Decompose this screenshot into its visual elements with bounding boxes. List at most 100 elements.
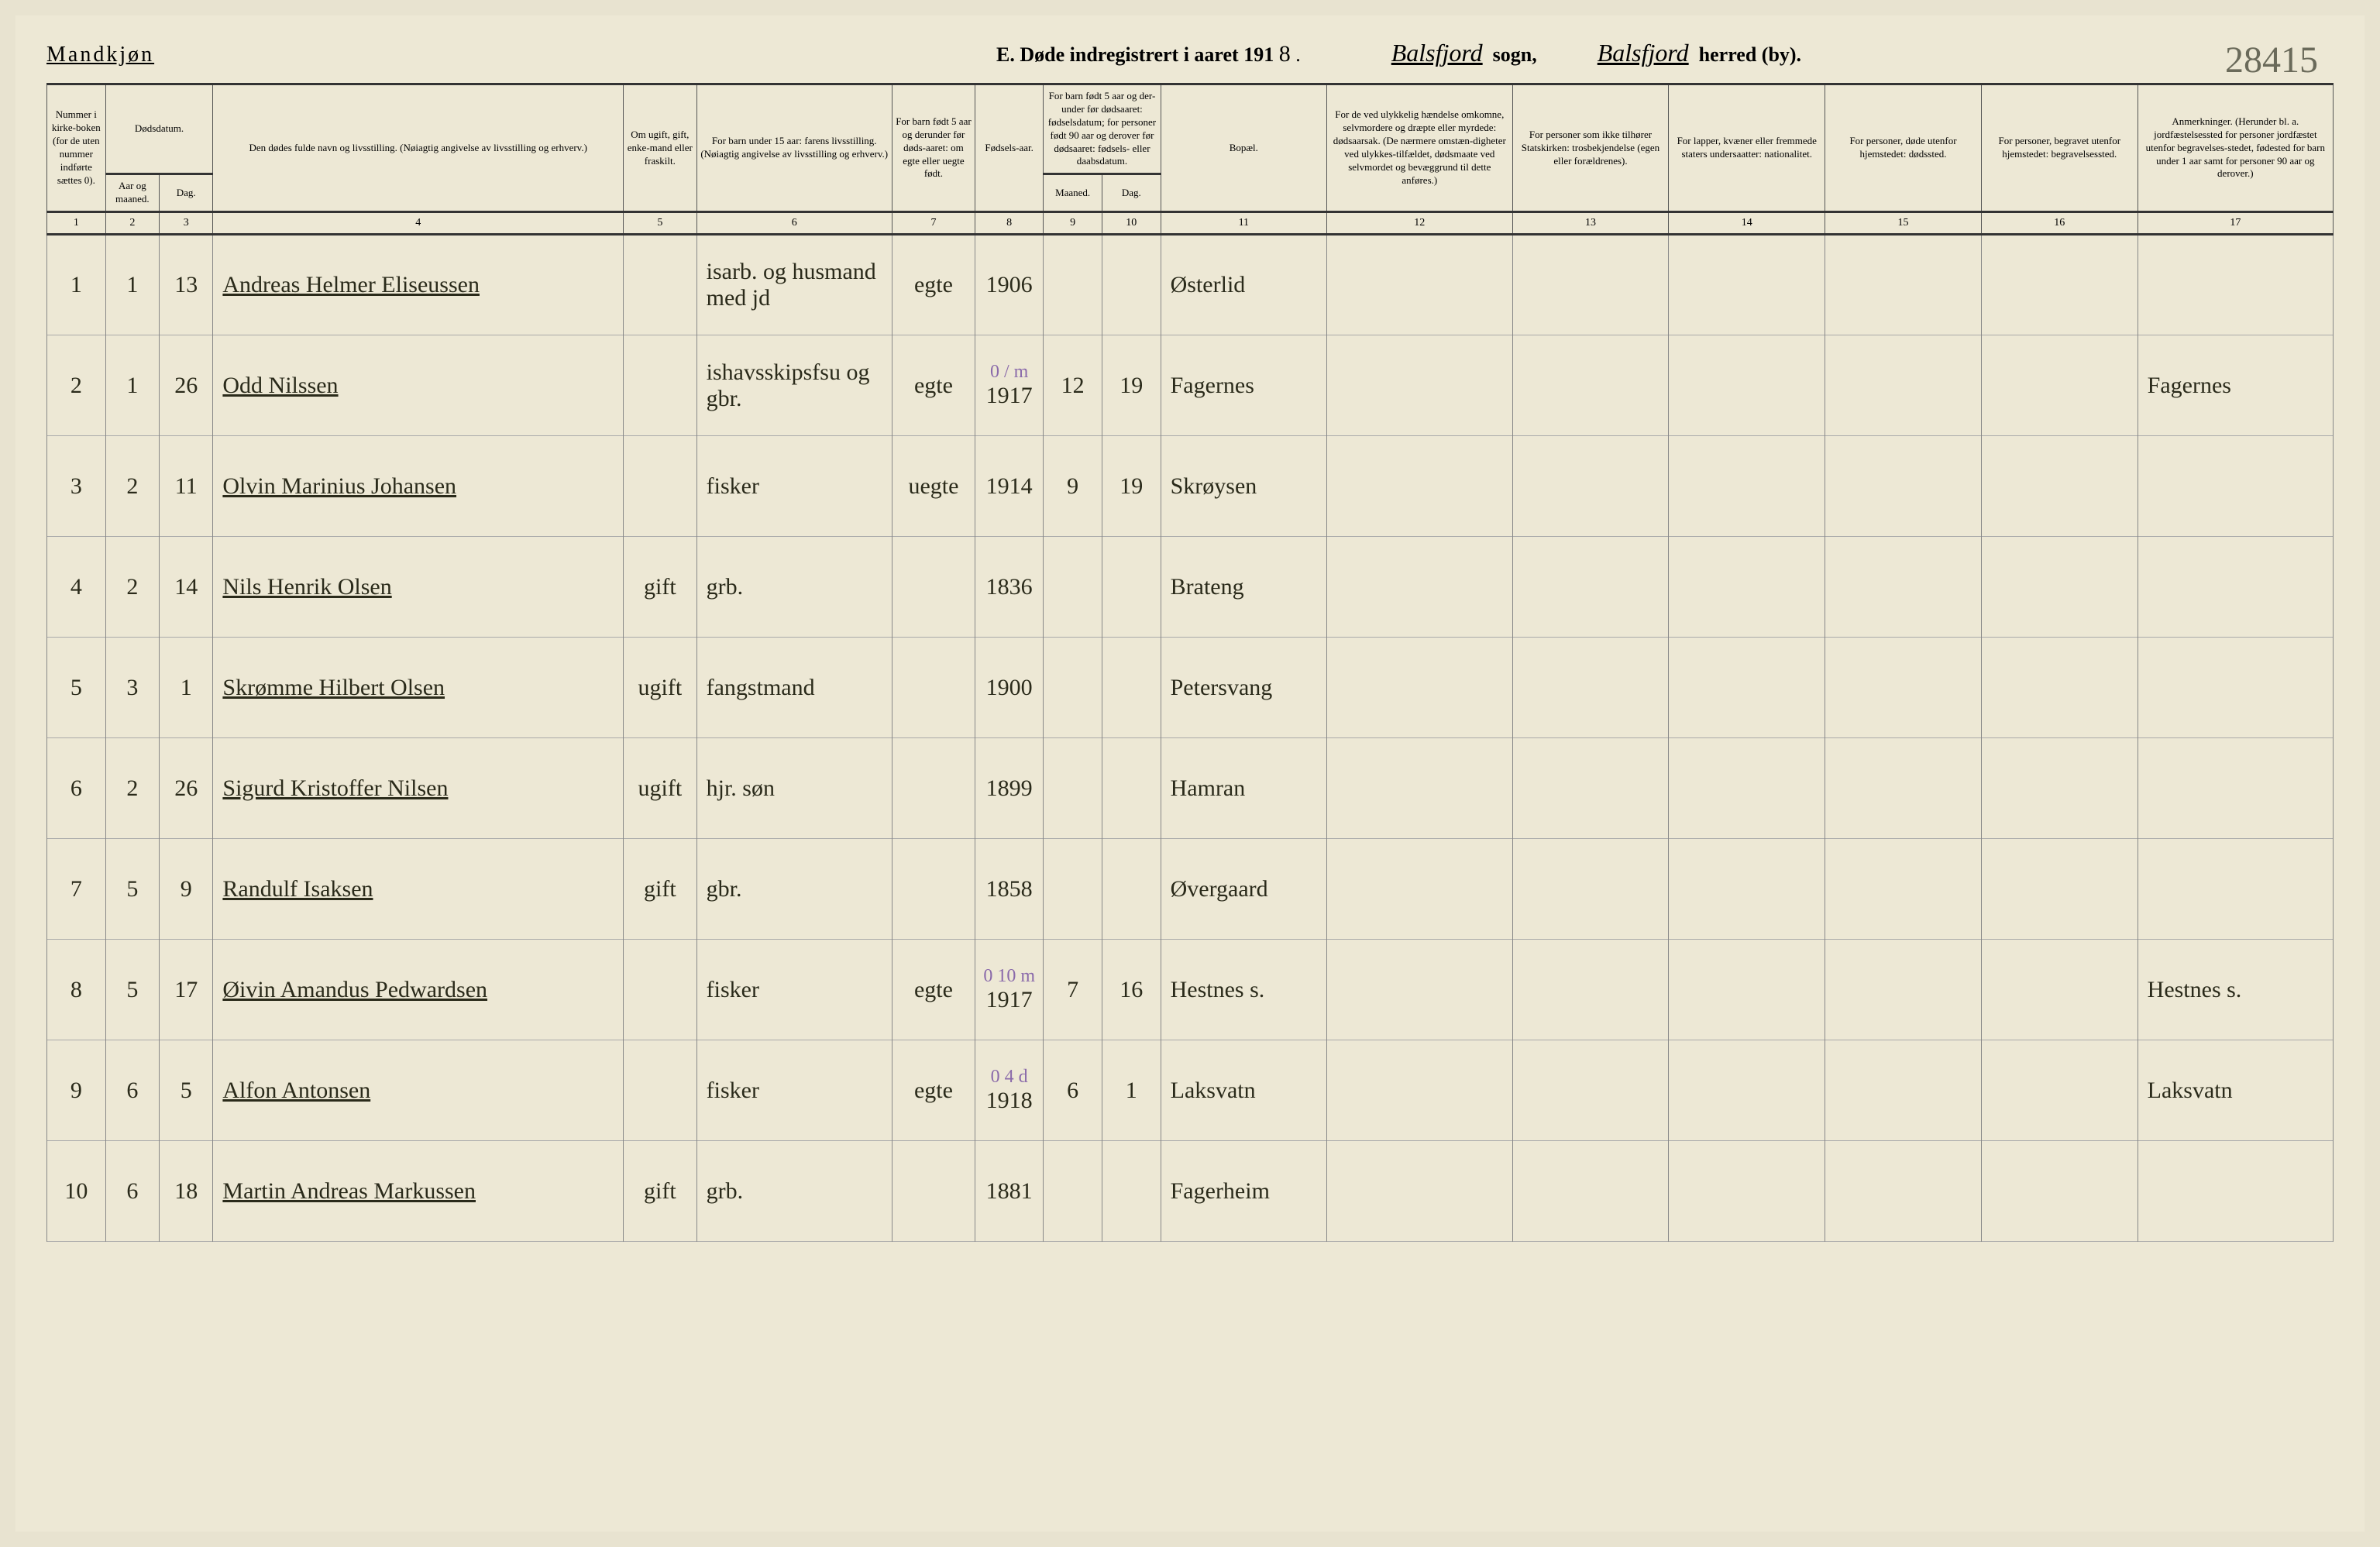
cell-num: 8 (47, 940, 106, 1040)
page-number: 28415 (2225, 39, 2318, 81)
cell-16 (1981, 638, 2138, 738)
cell-12 (1327, 638, 1513, 738)
cell-12 (1327, 940, 1513, 1040)
table-row: 8 5 17 Øivin Amandus Pedwardsen fisker e… (47, 940, 2334, 1040)
cell-year: 0 4 d1918 (975, 1040, 1044, 1141)
cell-12 (1327, 335, 1513, 436)
cell-name: Sigurd Kristoffer Nilsen (213, 738, 624, 839)
cell-14 (1669, 1040, 1825, 1141)
cell-month: 3 (105, 638, 159, 738)
colnum: 10 (1102, 212, 1161, 235)
cell-note (2138, 235, 2333, 335)
table-row: 7 5 9 Randulf Isaksen gift gbr. 1858 Øve… (47, 839, 2334, 940)
cell-day: 26 (160, 738, 213, 839)
cell-name: Odd Nilssen (213, 335, 624, 436)
cell-15 (1825, 839, 1982, 940)
cell-day: 17 (160, 940, 213, 1040)
cell-12 (1327, 1040, 1513, 1141)
colnum: 2 (105, 212, 159, 235)
cell-note (2138, 537, 2333, 638)
cell-place: Øvergaard (1161, 839, 1326, 940)
cell-name: Randulf Isaksen (213, 839, 624, 940)
cell-month: 5 (105, 839, 159, 940)
cell-egte (892, 839, 975, 940)
cell-month: 1 (105, 235, 159, 335)
cell-14 (1669, 436, 1825, 537)
cell-egte (892, 738, 975, 839)
cell-place: Hestnes s. (1161, 940, 1326, 1040)
cell-status: ugift (624, 738, 697, 839)
cell-place: Fagerheim (1161, 1141, 1326, 1242)
colnum: 13 (1512, 212, 1669, 235)
title-prefix: E. Døde indregistrert i aaret 191 (996, 43, 1274, 66)
cell-note: Laksvatn (2138, 1040, 2333, 1141)
cell-12 (1327, 537, 1513, 638)
col-header: For personer, døde utenfor hjemstedet: d… (1825, 84, 1982, 212)
cell-father: fisker (696, 1040, 892, 1141)
cell-15 (1825, 738, 1982, 839)
cell-bday (1102, 1141, 1161, 1242)
herred-value: Balsfjord (1598, 39, 1689, 67)
col-header: For barn født 5 aar og derunder før døds… (892, 84, 975, 212)
cell-15 (1825, 1040, 1982, 1141)
cell-16 (1981, 940, 2138, 1040)
cell-12 (1327, 738, 1513, 839)
colnum: 15 (1825, 212, 1982, 235)
cell-15 (1825, 638, 1982, 738)
table-row: 10 6 18 Martin Andreas Markussen gift gr… (47, 1141, 2334, 1242)
cell-day: 13 (160, 235, 213, 335)
cell-place: Petersvang (1161, 638, 1326, 738)
col-subheader: Aar og maaned. (105, 174, 159, 212)
table-row: 3 2 11 Olvin Marinius Johansen fisker ue… (47, 436, 2334, 537)
title-period: . (1295, 43, 1301, 66)
cell-name: Olvin Marinius Johansen (213, 436, 624, 537)
cell-father: gbr. (696, 839, 892, 940)
colnum: 4 (213, 212, 624, 235)
purple-annotation: 0 / m (982, 362, 1037, 383)
cell-note (2138, 436, 2333, 537)
cell-status: gift (624, 537, 697, 638)
cell-father: hjr. søn (696, 738, 892, 839)
cell-place: Skrøysen (1161, 436, 1326, 537)
cell-place: Laksvatn (1161, 1040, 1326, 1141)
purple-annotation: 0 4 d (982, 1067, 1037, 1088)
cell-16 (1981, 335, 2138, 436)
cell-13 (1512, 1141, 1669, 1242)
cell-bday (1102, 738, 1161, 839)
cell-year: 1881 (975, 1141, 1044, 1242)
colnum: 6 (696, 212, 892, 235)
colnum: 8 (975, 212, 1044, 235)
cell-bmonth: 12 (1044, 335, 1102, 436)
cell-14 (1669, 537, 1825, 638)
cell-16 (1981, 537, 2138, 638)
cell-16 (1981, 738, 2138, 839)
cell-name: Øivin Amandus Pedwardsen (213, 940, 624, 1040)
table-body: 1 1 13 Andreas Helmer Eliseussen isarb. … (47, 235, 2334, 1242)
header-row: Mandkjøn E. Døde indregistrert i aaret 1… (46, 39, 2334, 67)
cell-day: 9 (160, 839, 213, 940)
cell-egte: egte (892, 335, 975, 436)
col-subheader: Dag. (160, 174, 213, 212)
cell-father: ishavsskipsfsu og gbr. (696, 335, 892, 436)
cell-egte: uegte (892, 436, 975, 537)
cell-13 (1512, 537, 1669, 638)
cell-day: 26 (160, 335, 213, 436)
colnum: 9 (1044, 212, 1102, 235)
cell-14 (1669, 940, 1825, 1040)
cell-12 (1327, 436, 1513, 537)
cell-note: Fagernes (2138, 335, 2333, 436)
table-row: 4 2 14 Nils Henrik Olsen gift grb. 1836 … (47, 537, 2334, 638)
cell-bmonth (1044, 235, 1102, 335)
sogn-value: Balsfjord (1391, 39, 1483, 67)
table-head: Nummer i kirke-boken (for de uten nummer… (47, 84, 2334, 235)
purple-annotation: 0 10 m (982, 966, 1037, 987)
cell-year: 1899 (975, 738, 1044, 839)
cell-num: 2 (47, 335, 106, 436)
cell-16 (1981, 436, 2138, 537)
colnum-row: 1 2 3 4 5 6 7 8 9 10 11 12 13 14 15 16 1… (47, 212, 2334, 235)
col-header: For personer, begravet utenfor hjemstede… (1981, 84, 2138, 212)
cell-status: gift (624, 839, 697, 940)
cell-month: 2 (105, 537, 159, 638)
cell-egte (892, 638, 975, 738)
cell-bmonth: 6 (1044, 1040, 1102, 1141)
